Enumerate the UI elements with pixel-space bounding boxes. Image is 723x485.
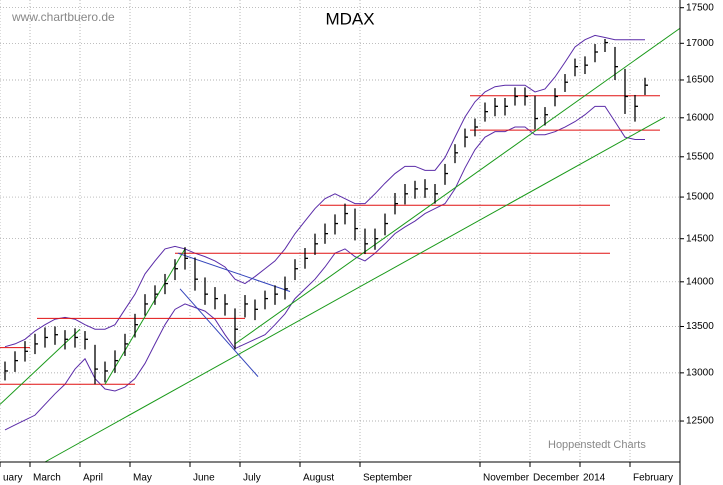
trend-line [177,252,291,292]
y-tick-label: 14000 [686,276,714,287]
x-tick-label: December [533,473,580,484]
x-tick-label: February [633,473,673,484]
credit: Hoppenstedt Charts [548,439,646,451]
x-tick-label: April [83,473,103,484]
x-tick-label: September [363,473,413,484]
y-tick-label: 17500 [686,2,714,13]
x-tick-label: June [193,473,215,484]
y-tick-label: 16000 [686,112,714,123]
y-tick-label: 15500 [686,151,714,162]
trend-line [179,288,259,377]
band-upper [4,34,645,348]
x-tick-label: July [243,473,261,484]
trend-line [44,116,666,463]
trend-line [234,27,681,345]
band-lower [4,105,645,431]
grid [0,0,680,462]
trend-line [0,328,81,405]
y-tick-label: 16500 [686,75,714,86]
y-tick-label: 14500 [686,233,714,244]
chart-title: MDAX [325,9,374,28]
x-tick-label: November [483,473,530,484]
y-tick-label: 15000 [686,192,714,203]
x-tick-label: May [133,473,152,484]
x-tick-label: uary [3,473,22,484]
y-tick-label: 13500 [686,321,714,332]
x-tick-label: 2014 [583,473,606,484]
plot [0,27,681,463]
y-tick-label: 12500 [686,416,714,427]
x-tick-label: March [33,473,61,484]
y-tick-label: 17000 [686,38,714,49]
y-tick-label: 13000 [686,367,714,378]
trend-line [104,248,186,385]
source: www.chartbuero.de [11,10,115,24]
x-tick-label: August [303,473,334,484]
